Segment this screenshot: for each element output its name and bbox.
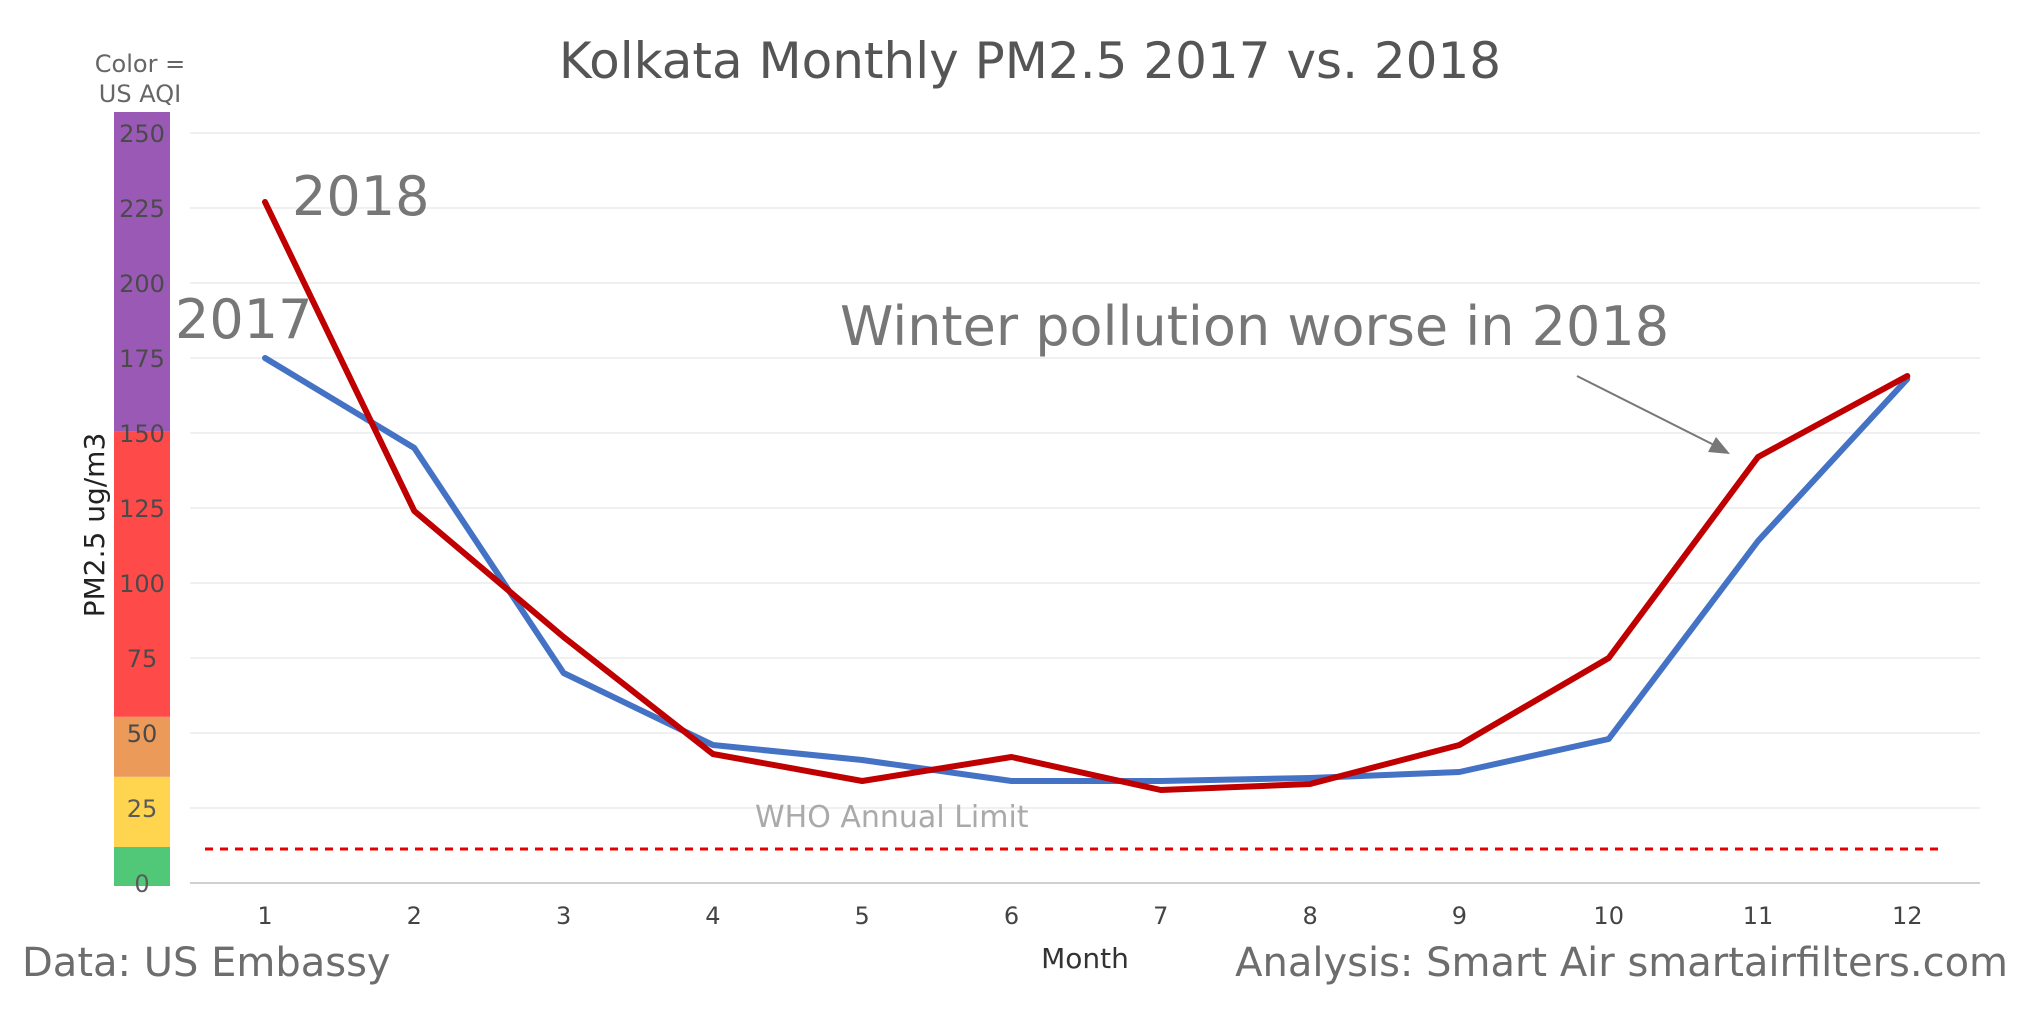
x-tick-label-11: 11 [1743, 902, 1774, 930]
x-tick-label-1: 1 [257, 902, 272, 930]
gridlines [190, 132, 1980, 809]
x-tick-label-8: 8 [1302, 902, 1317, 930]
aqi-band-2 [114, 716, 170, 777]
y-tick-label-75: 75 [127, 645, 158, 673]
x-tick-label-2: 2 [407, 902, 422, 930]
aqi-band-3 [114, 431, 170, 717]
x-tick-label-6: 6 [1004, 902, 1019, 930]
aqi-band-1 [114, 776, 170, 847]
y-tick-label-150: 150 [119, 420, 165, 448]
series-line-2018 [262, 199, 1911, 793]
x-tick-label-5: 5 [855, 902, 870, 930]
aqi-band-0 [114, 847, 170, 886]
annotation-text: Winter pollution worse in 2018 [840, 295, 1669, 358]
aqi-color-scale [114, 112, 170, 886]
x-axis-title: Month [1041, 942, 1129, 975]
aqi-band-4 [114, 112, 170, 432]
aqi-legend-title-line2: US AQI [99, 80, 181, 108]
chart-title: Kolkata Monthly PM2.5 2017 vs. 2018 [559, 32, 1501, 90]
x-tick-label-9: 9 [1452, 902, 1467, 930]
y-tick-labels: 0 25 50 75 100 125 150 175 200 225 250 [119, 120, 165, 898]
aqi-legend-title-line1: Color = [95, 50, 185, 78]
y-tick-label-0: 0 [134, 870, 149, 898]
y-tick-label-100: 100 [119, 570, 165, 598]
x-tick-label-10: 10 [1593, 902, 1624, 930]
x-tick-labels: 1 2 3 4 5 6 7 8 9 10 11 12 [257, 902, 1922, 930]
series-lines [262, 199, 1911, 793]
annotation-arrowhead [1708, 437, 1730, 454]
x-tick-label-3: 3 [556, 902, 571, 930]
y-tick-label-225: 225 [119, 195, 165, 223]
y-tick-label-25: 25 [127, 795, 158, 823]
y-tick-label-200: 200 [119, 270, 165, 298]
analysis-credit-note: Analysis: Smart Air smartairfilters.com [1235, 940, 2008, 986]
series-line-2017 [262, 355, 1911, 784]
x-tick-label-12: 12 [1892, 902, 1923, 930]
series-label-2018: 2018 [292, 165, 429, 228]
x-tick-label-7: 7 [1153, 902, 1168, 930]
y-tick-label-250: 250 [119, 120, 165, 148]
y-tick-label-125: 125 [119, 495, 165, 523]
who-limit-label: WHO Annual Limit [755, 800, 1029, 835]
data-source-note: Data: US Embassy [22, 940, 391, 986]
x-tick-label-4: 4 [705, 902, 720, 930]
y-axis-title: PM2.5 ug/m3 [78, 433, 111, 618]
series-label-2017: 2017 [175, 288, 312, 351]
annotation-arrow [1576, 375, 1719, 448]
y-tick-label-175: 175 [119, 345, 165, 373]
y-tick-label-50: 50 [127, 720, 158, 748]
